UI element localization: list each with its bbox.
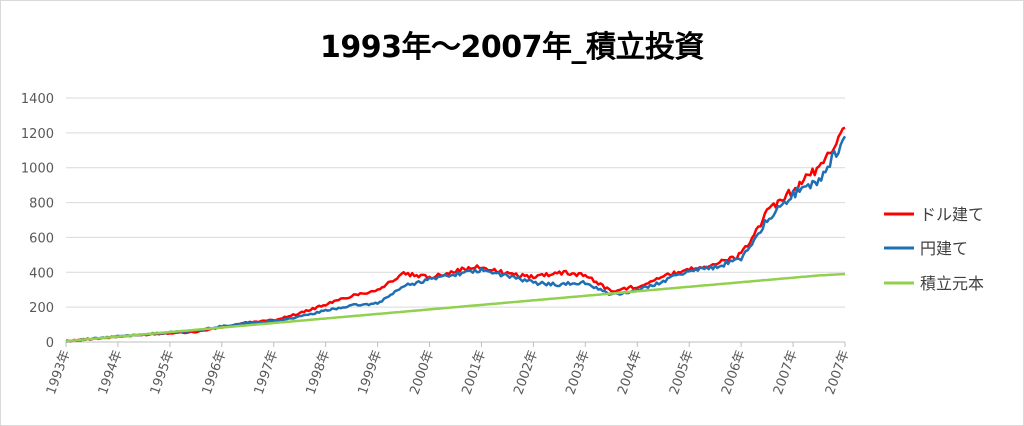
y-tick-label: 0 [46,336,54,351]
x-tick-label: 2005年 [667,348,697,396]
x-tick-label: 1996年 [200,348,230,396]
x-tick-label: 2004年 [615,348,645,396]
x-tick-label: 2006年 [719,348,749,396]
gridlines [66,97,845,343]
y-tick-label: 400 [29,266,54,281]
legend-label: 円建て [920,239,968,258]
y-tick-label: 1400 [21,92,54,107]
x-tick-label: 1995年 [148,348,178,396]
y-axis: 0 200 400 600 800 1000 1200 1400 [21,92,54,351]
y-tick-label: 1200 [21,127,54,142]
x-tick-label: 2007年 [771,348,801,396]
x-tick-label: 2002年 [511,348,541,396]
x-tick-label: 1994年 [96,348,126,396]
series-line [65,272,846,343]
x-tick-label: 2000年 [407,348,437,396]
series-line [65,135,847,343]
x-tick-label: 2007年 [823,348,853,396]
chart-title: 1993年～2007年_積立投資 [320,30,705,65]
x-tick-label: 1997年 [252,348,282,396]
legend-label: ドル建て [920,205,984,224]
x-tick-label: 2001年 [459,348,489,396]
series-lines [65,126,847,343]
x-tick-label: 2003年 [563,348,593,396]
legend-label: 積立元本 [920,274,984,293]
y-tick-label: 1000 [21,162,54,177]
x-tick-label: 1993年 [44,348,74,396]
x-tick-label: 1999年 [355,348,385,396]
series-line [65,126,846,343]
x-tick-label: 1998年 [304,348,334,396]
x-axis: 1993年 1994年 1995年 1996年 1997年 1998年 1999年 2000年… [44,342,853,397]
y-tick-label: 800 [29,197,54,212]
y-tick-label: 600 [29,231,54,246]
y-tick-label: 200 [29,301,54,316]
